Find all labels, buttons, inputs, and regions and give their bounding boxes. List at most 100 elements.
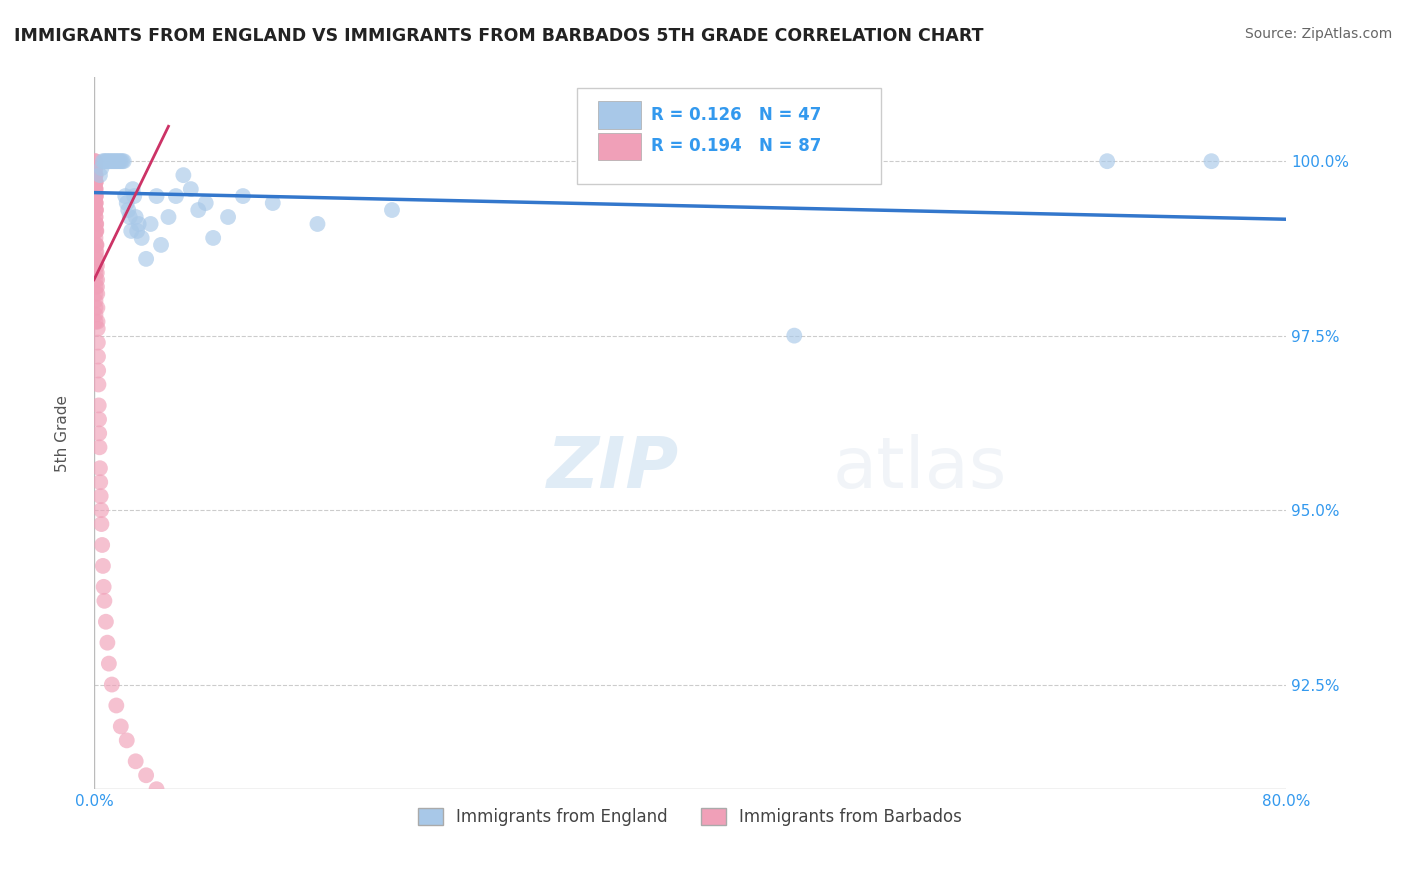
Point [89, 475, 111, 490]
Point [84, 238, 107, 252]
Point [96, 154, 118, 169]
Point [84, 154, 107, 169]
Point [84, 217, 107, 231]
Point [125, 754, 148, 768]
Point [128, 217, 150, 231]
Point [381, 202, 404, 217]
Point [86, 321, 108, 335]
Text: R = 0.126   N = 47: R = 0.126 N = 47 [651, 106, 821, 124]
Point [90, 516, 112, 531]
Point [84, 202, 107, 217]
FancyBboxPatch shape [576, 88, 880, 185]
Point [172, 168, 194, 182]
Point [84, 182, 107, 196]
Point [90, 161, 112, 176]
Point [104, 154, 127, 169]
Point [84, 252, 107, 266]
Point [118, 210, 141, 224]
Point [83, 154, 105, 169]
Point [84, 210, 107, 224]
Point [84, 161, 107, 176]
Point [180, 182, 202, 196]
Point [91, 154, 114, 169]
Point [87, 350, 110, 364]
Point [131, 231, 153, 245]
Point [135, 768, 157, 782]
Point [121, 182, 143, 196]
Point [98, 154, 121, 169]
Point [84, 280, 107, 294]
Text: atlas: atlas [832, 434, 1007, 503]
Point [783, 328, 806, 343]
Point [127, 224, 149, 238]
Point [165, 189, 187, 203]
Point [90, 503, 112, 517]
Point [90, 489, 112, 503]
Point [84, 161, 107, 176]
Point [112, 154, 135, 169]
Point [84, 217, 107, 231]
Point [86, 280, 108, 294]
Point [87, 363, 110, 377]
Point [83, 168, 105, 182]
Point [139, 217, 162, 231]
Text: ZIP: ZIP [547, 434, 679, 503]
Point [84, 168, 107, 182]
Point [91, 538, 114, 552]
Point [111, 154, 134, 169]
Point [84, 196, 107, 211]
Point [105, 154, 128, 169]
Point [93, 154, 115, 169]
Point [94, 615, 117, 629]
Point [87, 377, 110, 392]
Point [91, 558, 114, 573]
Point [1201, 154, 1223, 169]
Point [84, 286, 107, 301]
Point [150, 238, 173, 252]
Point [86, 259, 108, 273]
Point [84, 196, 107, 211]
Point [103, 154, 125, 169]
Point [187, 202, 209, 217]
Point [84, 182, 107, 196]
Point [194, 196, 217, 211]
Point [217, 210, 239, 224]
Y-axis label: 5th Grade: 5th Grade [55, 395, 70, 472]
Point [84, 259, 107, 273]
Point [87, 335, 110, 350]
Point [84, 189, 107, 203]
Point [107, 154, 129, 169]
Point [262, 196, 284, 211]
Text: IMMIGRANTS FROM ENGLAND VS IMMIGRANTS FROM BARBADOS 5TH GRADE CORRELATION CHART: IMMIGRANTS FROM ENGLAND VS IMMIGRANTS FR… [14, 27, 984, 45]
Point [84, 210, 107, 224]
Point [94, 154, 117, 169]
Point [84, 244, 107, 259]
Point [202, 231, 225, 245]
Point [84, 217, 107, 231]
Point [145, 782, 167, 797]
Point [135, 252, 157, 266]
Point [93, 580, 115, 594]
Point [97, 154, 120, 169]
Point [101, 677, 124, 691]
Point [84, 189, 107, 203]
Point [84, 231, 107, 245]
Point [89, 461, 111, 475]
FancyBboxPatch shape [598, 133, 641, 161]
Point [84, 182, 107, 196]
Point [110, 154, 132, 169]
Point [108, 154, 131, 169]
Point [87, 412, 110, 426]
Point [84, 196, 107, 211]
Point [96, 635, 118, 649]
Point [84, 189, 107, 203]
Point [89, 440, 111, 454]
Point [122, 189, 145, 203]
Point [232, 189, 254, 203]
Point [105, 698, 128, 713]
Point [86, 252, 108, 266]
Point [86, 238, 108, 252]
Point [307, 217, 329, 231]
Point [86, 224, 108, 238]
Text: R = 0.194   N = 87: R = 0.194 N = 87 [651, 137, 821, 155]
